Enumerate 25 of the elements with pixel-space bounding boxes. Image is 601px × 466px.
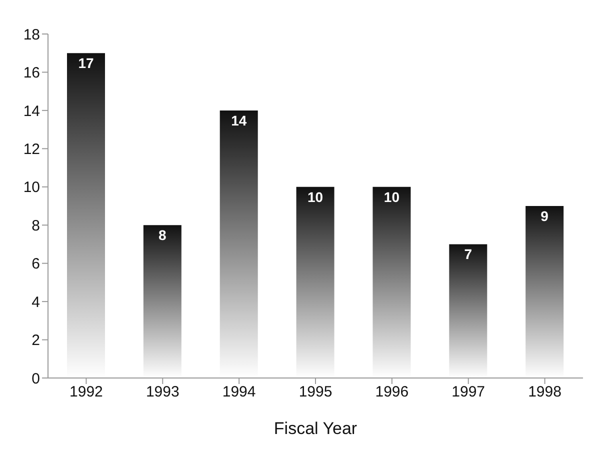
y-tick-label: 18 [23,26,40,44]
x-tick-label: 1995 [298,384,332,401]
data-label: 17 [78,55,94,72]
y-tick-label: 12 [23,140,40,158]
x-tick-label: 1997 [452,384,486,401]
y-tick-label: 0 [32,370,40,388]
data-label: 7 [464,246,472,262]
y-tick-label: 8 [32,217,40,234]
y-tick-label: 10 [23,179,40,196]
y-tick-label: 6 [32,256,40,273]
y-tick-label: 4 [32,294,40,311]
data-label: 8 [158,227,167,244]
data-label: 10 [384,188,400,205]
data-label: 10 [307,188,324,205]
y-tick-label: 2 [32,332,40,350]
y-tick-label: 14 [23,102,40,120]
x-tick-label: 1996 [375,384,409,401]
y-tick-label: 16 [23,64,40,82]
x-tick-label: 1993 [146,384,180,401]
data-label: 9 [540,208,549,224]
data-label: 14 [231,112,247,128]
x-tick-label: 1998 [528,384,562,401]
x-axis-title: Fiscal Year [274,419,358,438]
x-tick-label: 1994 [222,384,256,401]
x-tick-label: 1992 [70,384,103,401]
